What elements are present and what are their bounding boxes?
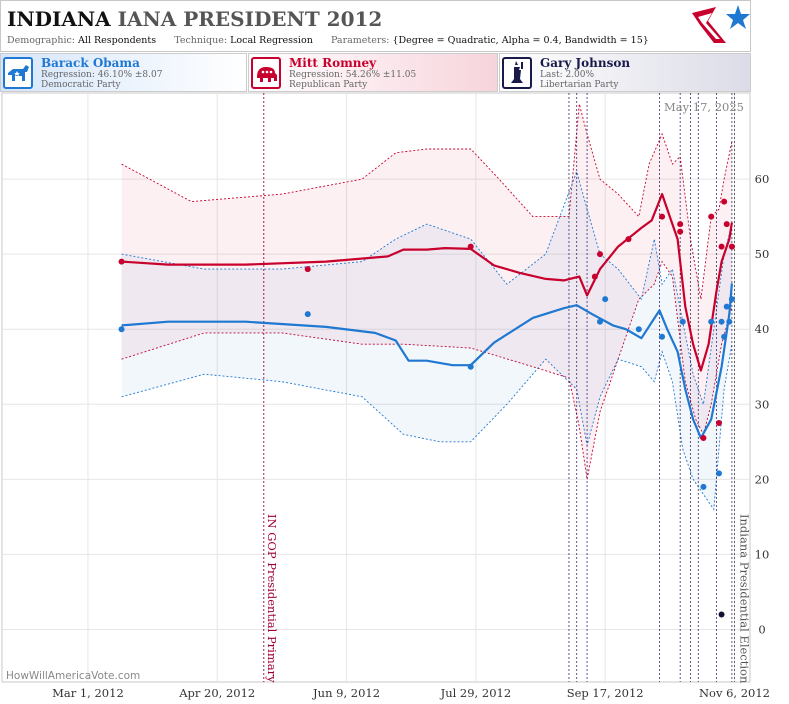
poll-point [635,326,642,333]
poll-point [718,318,725,325]
x-tick-label: Jun 9, 2012 [312,686,380,700]
poll-point [715,420,722,427]
parameters-line: Demographic: All Respondents Technique: … [7,35,649,46]
technique-label: Technique: [174,35,228,46]
candidate-regression: Regression: 46.10% ±8.07 [41,70,163,80]
candidate-name: Mitt Romney [289,56,377,70]
statue-of-liberty-icon [502,57,532,89]
candidate-party: Republican Party [289,80,368,90]
y-tick-label: 0 [758,622,765,636]
watermark: HowWillAmericaVote.com [6,670,140,682]
candidate-card-obama: Barack Obama Regression: 46.10% ±8.07 De… [0,53,247,92]
y-tick-label: 50 [755,247,770,261]
poll-point [715,470,722,477]
parameters-value: {Degree = Quadratic, Alpha = 0.4, Bandwi… [392,35,649,46]
poll-point [700,435,707,442]
poll-point [721,198,728,205]
candidate-name: Gary Johnson [540,56,631,70]
poll-chart: IN GOP Presidential Primary Indiana Presi… [1,92,770,700]
poll-point [625,236,632,243]
parameters-label: Parameters: [330,35,390,46]
band-lower-line [121,260,733,480]
poll-point [700,483,707,490]
candidate-regression: Regression: 54.26% ±11.05 [289,70,417,80]
candidate-party: Libertarian Party [540,80,619,90]
poll-point [304,266,311,273]
demographic-label: Demographic: [7,35,76,46]
date-stamp: May 17, 2025 [664,100,744,114]
y-tick-label: 60 [755,172,770,186]
poll-point [723,221,730,228]
site-logo-icon [692,5,750,43]
poll-point [677,228,684,235]
poll-point [591,273,598,280]
event-lines: IN GOP Presidential Primary Indiana Presi… [263,93,751,684]
elephant-icon [251,57,281,89]
title-rest: IANA PRESIDENT 2012 [117,7,383,31]
trend-line [121,283,733,440]
y-tick-label: 10 [755,547,770,561]
poll-point [723,303,730,310]
trend-line [121,193,733,372]
poll-point [718,243,725,250]
poll-point [467,363,474,370]
poll-point [597,318,603,325]
x-tick-label: Sep 17, 2012 [567,686,644,700]
confidence-band [121,171,732,510]
poll-point [708,213,715,220]
x-tick-label: Mar 1, 2012 [52,686,124,700]
y-tick-label: 40 [755,322,770,336]
poll-point [708,318,715,325]
poll-point [597,251,603,258]
poll-point [467,243,474,250]
demographic-value: All Respondents [78,35,157,46]
poll-point [728,296,735,303]
x-tick-label: Apr 20, 2012 [178,686,255,700]
trend-lines [121,193,733,440]
candidate-last: Last: 2.00% [540,70,595,80]
poll-point [659,213,666,220]
event-label: IN GOP Presidential Primary [265,514,279,683]
poll-point [602,296,609,303]
axes: 0 10 20 30 40 50 60 Mar 1, 2012 Apr 20, 2012 Jun … [52,172,770,700]
poll-points [118,198,735,618]
poll-point [304,311,311,318]
x-tick-label: Nov 6, 2012 [699,686,770,700]
candidate-card-romney: Mitt Romney Regression: 54.26% ±11.05 Re… [248,53,498,92]
poll-point [677,221,684,228]
poll-point [118,258,125,265]
poll-point [728,243,735,250]
chart-header: INDIANA IANA PRESIDENT 2012 Demographic:… [0,0,751,52]
x-tick-label: Jul 29, 2012 [440,686,512,700]
y-tick-label: 30 [755,397,770,411]
title-state: INDIANA [7,7,111,31]
event-label: Indiana Presidential Election [737,514,751,684]
poll-point [721,333,728,340]
candidate-name: Barack Obama [41,56,140,70]
poll-point [659,333,666,340]
donkey-icon [3,57,33,89]
band-upper-line [121,103,733,300]
y-tick-label: 20 [755,472,770,486]
candidate-party: Democratic Party [41,80,121,90]
poll-point [718,611,725,618]
technique-value: Local Regression [230,35,313,46]
confidence-band [121,104,732,480]
candidate-card-johnson: Gary Johnson Last: 2.00% Libertarian Par… [499,53,751,92]
poll-point [118,326,125,333]
poll-point [679,318,686,325]
poll-point [726,318,733,325]
plot-background [1,92,751,683]
chart-title: INDIANA IANA PRESIDENT 2012 [7,7,382,31]
